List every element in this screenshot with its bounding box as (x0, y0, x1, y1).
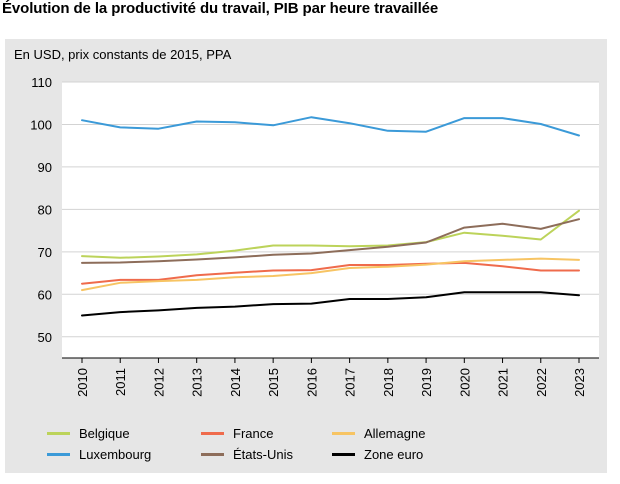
series-line-luxembourg (81, 116, 580, 137)
y-tick-label: 100 (30, 117, 52, 132)
series-lines (81, 116, 580, 317)
y-tick-label: 90 (38, 160, 52, 175)
series-line-zone-euro (81, 291, 580, 317)
x-tick-label: 2015 (266, 368, 281, 397)
series-line-france (81, 261, 580, 285)
x-tick-label: 2012 (151, 368, 166, 397)
x-tick-label: 2021 (496, 368, 511, 397)
line-chart: 50 60 70 80 90 100 110 2010 2011 2012 2013 2014 2015… (30, 75, 599, 397)
x-tick-label: 2014 (228, 368, 243, 397)
x-tick-label: 2018 (381, 368, 396, 397)
plot-area (62, 82, 599, 358)
tick-labels: 50 60 70 80 90 100 110 2010 2011 2012 2013 2014 2015… (30, 75, 587, 397)
y-tick-label: 50 (38, 330, 52, 345)
x-tick-label: 2022 (534, 368, 549, 397)
series-line-belgique (81, 209, 580, 259)
x-tick-label: 2011 (113, 368, 128, 396)
x-tick-label: 2023 (572, 368, 587, 397)
chart-subtitle: En USD, prix constants de 2015, PPA (14, 47, 232, 62)
chart-panel: En USD, prix constants de 2015, PPA 50 60… (5, 39, 607, 473)
x-tick-label: 2020 (457, 368, 472, 397)
x-tick-label: 2013 (190, 368, 205, 397)
y-tick-label: 70 (38, 245, 52, 260)
x-tick-label: 2016 (304, 368, 319, 397)
series-line-etats-unis (81, 218, 580, 264)
x-tick-label: 2017 (343, 368, 358, 397)
axes (62, 357, 599, 363)
y-tick-label: 110 (31, 75, 52, 90)
series-line-allemagne (81, 257, 580, 292)
x-tick-label: 2019 (419, 368, 434, 397)
gridlines (62, 81, 599, 358)
y-tick-label: 80 (38, 202, 52, 217)
x-tick-label: 2010 (75, 368, 90, 397)
chart-title: Évolution de la productivité du travail,… (2, 0, 439, 17)
y-tick-label: 60 (38, 287, 52, 302)
